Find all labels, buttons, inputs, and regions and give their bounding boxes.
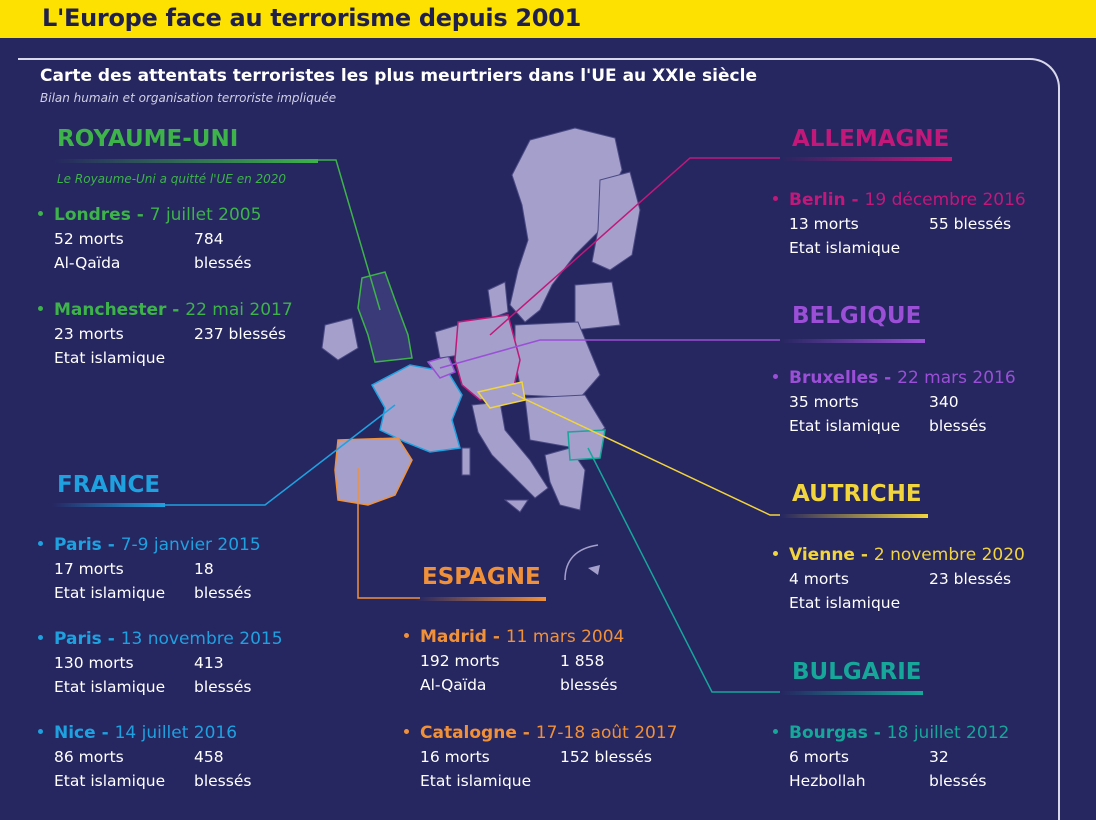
title-banner: L'Europe face au terrorisme depuis 2001: [0, 0, 1096, 38]
bullet-dot: [773, 551, 778, 556]
es-underline: [415, 597, 546, 601]
denmark-shape: [487, 281, 509, 319]
sicily-shape: [503, 499, 529, 513]
es-heading: ESPAGNE: [422, 564, 541, 590]
be-underline: [780, 339, 925, 343]
event-london: Londres - 7 juillet 2005 52 morts 784 ble…: [38, 203, 261, 275]
de-heading: ALLEMAGNE: [792, 126, 950, 152]
bullet-dot: [404, 633, 409, 638]
de-connector-line: [489, 157, 780, 336]
at-heading: AUTRICHE: [792, 481, 922, 507]
fr-heading: FRANCE: [57, 472, 161, 498]
fr-connector-line: [165, 404, 396, 506]
scandinavia-shape: [509, 127, 623, 323]
bullet-dot: [38, 635, 43, 640]
italy-shape: [471, 401, 549, 499]
uk-connector-line: [318, 159, 381, 311]
bg-connector-line: [587, 447, 780, 693]
event-vienne: Vienne - 2 novembre 2020 4 morts 23 bless…: [773, 543, 1025, 615]
central-east-shape: [514, 321, 601, 399]
cyprus-shape: [588, 565, 600, 575]
austria-shape: [476, 381, 526, 409]
bullet-dot: [38, 306, 43, 311]
event-madrid: Madrid - 11 mars 2004 192 morts 1 858 ble…: [404, 625, 624, 697]
be-heading: BELGIQUE: [792, 303, 922, 329]
ireland-shape: [321, 317, 359, 361]
bullet-dot: [773, 196, 778, 201]
at-connector-line: [511, 392, 780, 516]
map-subtitle: Carte des attentats terroristes les plus…: [40, 66, 757, 86]
event-berlin: Berlin - 19 décembre 2016 13 morts 55 ble…: [773, 188, 1026, 260]
content-frame: [18, 58, 1060, 820]
uk-underline: [52, 159, 318, 163]
baltic-shape: [574, 281, 621, 331]
event-manchester: Manchester - 22 mai 2017 23 morts 237 ble…: [38, 298, 293, 370]
event-brussels: Bruxelles - 22 mars 2016 35 morts 340 ble…: [773, 366, 1016, 438]
bg-heading: BULGARIE: [792, 659, 922, 685]
uk-shape: [357, 271, 413, 363]
bullet-dot: [773, 374, 778, 379]
finland-shape: [591, 171, 641, 271]
cyprus-inset-border: [564, 544, 599, 581]
map-caption: Bilan humain et organisation terroriste …: [40, 91, 337, 105]
bullet-dot: [773, 729, 778, 734]
bullet-dot: [38, 541, 43, 546]
bullet-dot: [38, 211, 43, 216]
uk-heading: ROYAUME-UNI: [57, 126, 239, 152]
bullet-dot: [404, 729, 409, 734]
es-connector-line: [357, 468, 420, 599]
de-underline: [780, 157, 952, 161]
event-bourgas: Bourgas - 18 juillet 2012 6 morts 32 bles…: [773, 721, 1009, 793]
fr-underline: [52, 503, 165, 507]
sardinia-shape: [461, 447, 471, 476]
bg-underline: [780, 691, 923, 695]
be-connector-line: [439, 339, 780, 369]
event-nice: Nice - 14 juillet 2016 86 morts 458 bless…: [38, 721, 251, 793]
uk-brexit-note: Le Royaume-Uni a quitté l'UE en 2020: [57, 172, 287, 186]
event-catalogne: Catalogne - 17-18 août 2017 16 morts 152 …: [404, 721, 677, 793]
page-title: L'Europe face au terrorisme depuis 2001: [42, 4, 581, 32]
event-paris-jan: Paris - 7-9 janvier 2015 17 morts 18 bles…: [38, 533, 261, 605]
at-underline: [780, 514, 928, 518]
iberia-shape: [334, 437, 413, 506]
event-paris-nov: Paris - 13 novembre 2015 130 morts 413 bl…: [38, 627, 283, 699]
bullet-dot: [38, 729, 43, 734]
